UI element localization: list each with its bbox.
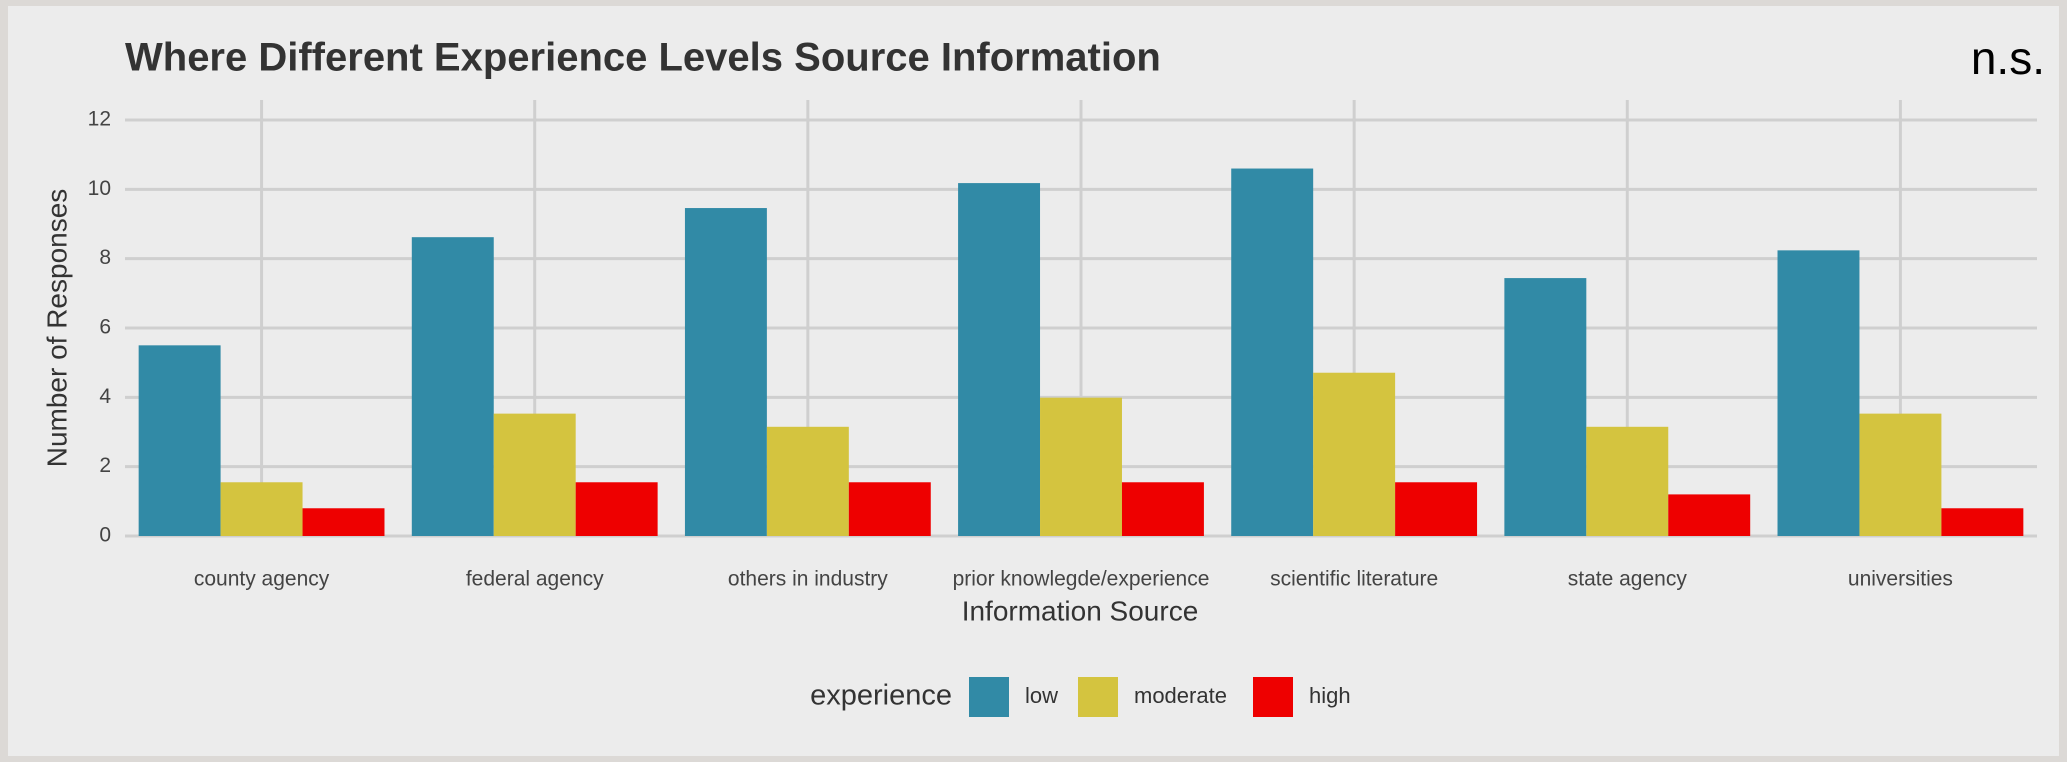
bar [411,237,494,536]
y-tick-label: 8 [99,246,111,269]
legend-label: high [1309,683,1351,708]
bar [1504,278,1587,536]
legend-swatch [1253,677,1293,717]
x-tick-label: state agency [1568,568,1688,591]
y-axis-title: Number of Responses [41,189,72,468]
legend-title: experience [810,680,952,712]
bar [302,508,385,536]
bar [1586,426,1669,536]
x-tick-label: prior knowlegde/experience [953,568,1210,591]
bar [575,482,658,536]
x-tick-label: universities [1848,568,1953,591]
y-tick-label: 4 [99,385,111,408]
bar [138,345,221,536]
bar [684,208,767,536]
chart-title: Where Different Experience Levels Source… [125,36,1161,80]
legend-swatch [969,677,1009,717]
bar [220,482,303,536]
annotation: n.s. [1971,32,2045,84]
bar [1859,413,1942,536]
y-tick-label: 10 [88,177,111,200]
bar [1395,482,1478,536]
bar [1777,250,1860,536]
y-tick-label: 0 [99,524,111,547]
y-tick-label: 12 [88,108,111,131]
bar [1040,397,1122,536]
bar [1941,508,2024,536]
bar [766,426,849,536]
bar [848,482,931,536]
legend-label: moderate [1134,683,1227,708]
y-tick-label: 6 [99,316,111,339]
legend-swatch [1078,677,1118,717]
x-tick-label: federal agency [466,568,604,591]
bar [958,183,1041,537]
legend-label: low [1025,683,1058,708]
bar [1231,168,1314,537]
x-tick-label: others in industry [728,568,888,591]
bar [1668,494,1751,536]
bar [1121,482,1204,536]
x-tick-label: scientific literature [1270,568,1438,591]
y-tick-label: 2 [99,454,111,477]
x-axis-title: Information Source [962,595,1199,626]
bar [493,413,576,536]
x-tick-label: county agency [194,568,330,591]
bar [1313,372,1396,536]
